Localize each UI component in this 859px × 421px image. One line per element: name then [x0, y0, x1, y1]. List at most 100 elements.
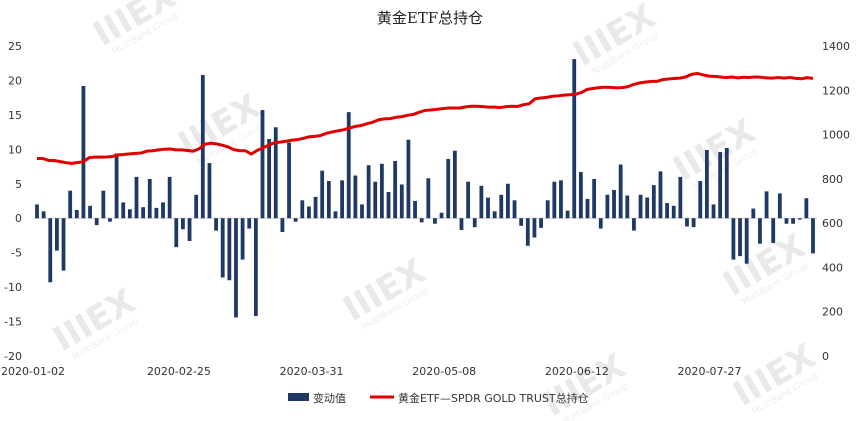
change-bar [108, 218, 112, 222]
right-tick-label: 0 [822, 350, 829, 363]
right-tick-label: 600 [822, 217, 843, 230]
change-bar [744, 218, 749, 264]
right-tick-label: 400 [822, 261, 843, 274]
change-bar [353, 175, 358, 219]
change-bar [572, 59, 577, 219]
change-bar [94, 218, 99, 226]
left-tick-label: -20 [4, 350, 22, 363]
x-tick-label: 2020-02-25 [147, 365, 211, 378]
x-tick-label: 2020-06-12 [545, 365, 609, 378]
x-tick-label: 2020-01-02 [1, 365, 65, 378]
change-bar [777, 193, 782, 219]
change-bar [406, 139, 411, 219]
change-bar [360, 204, 364, 219]
left-tick-label: 25 [8, 40, 22, 53]
change-bar [426, 178, 431, 219]
change-bar [665, 203, 669, 219]
x-tick-label: 2020-03-31 [280, 365, 344, 378]
change-bar [439, 212, 444, 219]
left-tick-label: 10 [8, 143, 22, 156]
change-bar [320, 170, 325, 219]
change-bar [88, 205, 92, 219]
right-tick-label: 1400 [822, 40, 850, 53]
change-bar [758, 218, 762, 244]
change-bar [74, 209, 79, 219]
change-bar [214, 218, 218, 231]
x-axis: 2020-01-02 2020-02-25 2020-03-31 2020-05-08… [1, 365, 741, 378]
legend-bar-swatch [288, 393, 309, 401]
change-bar [466, 181, 471, 219]
change-bar [234, 218, 238, 318]
x-tick-label: 2020-05-08 [412, 365, 476, 378]
legend-bar-label: 变动值 [313, 391, 346, 405]
left-tick-label: 20 [8, 74, 22, 87]
change-bar [167, 176, 172, 219]
change-bar [386, 192, 391, 219]
change-bar [771, 218, 776, 244]
change-bar [333, 211, 338, 219]
legend-line-label: 黄金ETF—SPDR GOLD TRUST总持仓 [398, 391, 589, 405]
change-bar [519, 218, 524, 226]
change-bar [559, 180, 563, 219]
change-bar [718, 152, 723, 219]
change-bar [207, 163, 212, 219]
change-bar [632, 218, 636, 231]
change-bar [227, 218, 232, 281]
change-bar [419, 218, 424, 223]
change-bar [287, 142, 291, 219]
change-bar [585, 198, 590, 219]
change-bar [114, 153, 119, 219]
change-bar [54, 218, 59, 251]
change-bar [134, 176, 139, 219]
change-bar [127, 209, 132, 219]
change-bar [724, 147, 729, 219]
change-bar [413, 201, 417, 219]
right-tick-label: 200 [822, 306, 843, 319]
change-bar [651, 185, 656, 219]
change-bar [366, 165, 371, 219]
change-bar [499, 194, 504, 219]
holdings-line [37, 71, 814, 165]
left-axis: -20 -15 -10 -5 0 5 10 15 20 25 [4, 40, 22, 363]
right-tick-label: 1200 [822, 84, 850, 97]
change-bar [698, 181, 703, 219]
change-bar [154, 207, 159, 219]
change-bar [691, 218, 696, 228]
x-tick-label: 2020-07-27 [678, 365, 742, 378]
change-bar [711, 204, 716, 219]
change-bar [101, 190, 106, 219]
change-bar [300, 200, 305, 219]
change-bar [565, 210, 570, 219]
change-bar [625, 195, 630, 219]
change-bar [280, 218, 285, 232]
change-bar [220, 218, 225, 278]
change-bar [452, 150, 457, 219]
change-bar [645, 197, 650, 219]
change-bar [41, 211, 46, 219]
change-bar [240, 218, 245, 260]
change-bar [141, 207, 146, 219]
left-tick-label: 0 [15, 212, 22, 225]
change-bar [791, 218, 796, 224]
change-bar [161, 202, 165, 219]
change-bar [121, 202, 126, 219]
change-bar [797, 218, 802, 220]
change-bars [35, 59, 815, 318]
change-bar [187, 218, 192, 241]
change-bar [373, 181, 378, 219]
change-bar [592, 178, 597, 219]
change-bar [48, 218, 53, 283]
change-bar [472, 218, 477, 228]
right-tick-label: 1000 [822, 129, 850, 142]
change-bar [479, 185, 484, 219]
left-tick-label: -10 [4, 281, 22, 294]
change-bar [525, 218, 530, 246]
change-bar [340, 180, 344, 219]
change-bar [678, 176, 683, 219]
change-bar [81, 85, 86, 219]
left-tick-label: -15 [4, 316, 22, 329]
change-bar [532, 218, 537, 238]
